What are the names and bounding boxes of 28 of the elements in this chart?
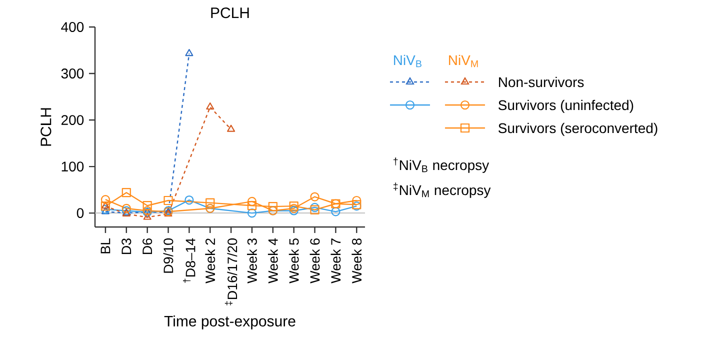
- text: NiV$_{B}$: [394, 54, 422, 68]
- x-tick-label: $^{‡}$D16/17/20: [224, 238, 238, 306]
- x-tick-label: Week 3: [247, 238, 257, 284]
- y-tick-label: 400: [61, 22, 84, 32]
- y-axis-title: PCLH: [40, 108, 52, 146]
- y-tick-label: 200: [61, 115, 84, 125]
- x-tick-label: Week 6: [310, 238, 320, 284]
- x-tick-label: D3: [122, 238, 132, 254]
- x-tick-label: Week 2: [205, 238, 216, 284]
- x-tick-label: D6: [142, 238, 152, 254]
- legend-label: Survivors (seroconverted): [498, 122, 658, 136]
- y-tick-label: 0: [76, 208, 84, 218]
- x-tick-label: BL: [100, 238, 110, 254]
- x-tick-label: $^{†}$D8–14: [183, 238, 196, 283]
- chart-title: PCLH: [211, 8, 249, 18]
- text: $^{†}$NiV$_{B}$ necropsy: [394, 158, 490, 173]
- text: NiV$_{M}$: [449, 54, 478, 68]
- x-tick-label: Week 5: [288, 238, 299, 284]
- x-axis-title: Time post-exposure: [164, 315, 296, 330]
- y-tick-label: 100: [62, 162, 84, 172]
- text: $^{‡}$NiV$_{M}$ necropsy: [394, 182, 491, 198]
- x-tick-label: Week 8: [352, 238, 362, 284]
- x-tick-label: Week 4: [268, 238, 278, 284]
- legend-label: Survivors (uninfected): [498, 100, 634, 113]
- x-tick-label: Week 7: [330, 238, 341, 284]
- y-tick-label: 300: [61, 68, 84, 78]
- legend-label: Non-survivors: [499, 76, 584, 88]
- x-tick-label: D9/10: [163, 238, 174, 273]
